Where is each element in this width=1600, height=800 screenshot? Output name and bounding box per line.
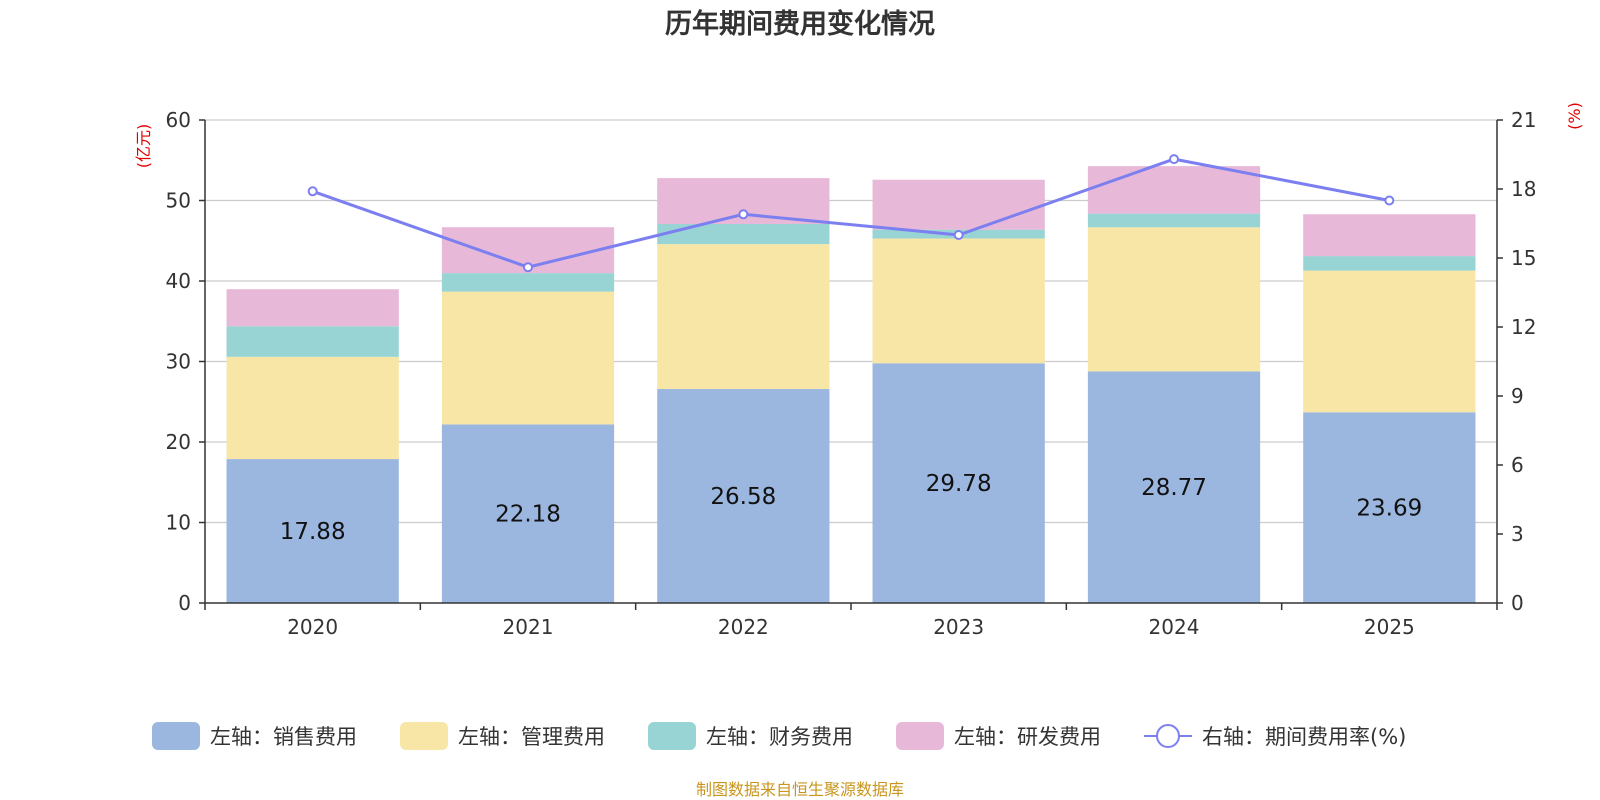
left-axis-unit: (亿元) [134,124,153,169]
legend-label: 左轴：管理费用 [458,725,605,749]
bar-segment [657,224,830,245]
rate-point [738,209,749,220]
bar-segment [441,291,615,425]
bar-value-label: 17.88 [280,519,346,545]
right-axis-tick-label: 9 [1511,384,1524,408]
left-axis-tick-label: 30 [166,350,191,374]
bar-segment [226,356,399,460]
bar-value-label: 26.58 [710,484,776,510]
legend-swatch [400,722,448,750]
bar-labels: 17.88 22.18 26.58 29.78 28.77 23.69 [280,471,1423,545]
axes: (亿元) (%) 0 10 20 30 40 50 60 0 3 6 9 12 15 18 21 2020 20… [134,102,1584,639]
legend-swatch [648,722,696,750]
bar-segment [226,289,399,327]
rate-point [1384,195,1395,206]
bar-segment [441,424,615,603]
right-axis-tick-label: 3 [1511,522,1524,546]
bar-segment [1303,412,1476,603]
right-axis-tick-label: 6 [1511,453,1524,477]
bar-segment [226,459,399,603]
bar-segment [872,238,1045,364]
legend-line-marker [1156,724,1180,748]
rate-line [312,157,1390,269]
source-note: 制图数据来自恒生聚源数据库 [696,780,904,799]
legend-label: 左轴：财务费用 [706,725,853,749]
legend-label: 左轴：销售费用 [210,725,357,749]
bar-value-label: 22.18 [495,502,561,528]
right-axis-unit: (%) [1565,102,1584,130]
bar-segment [226,326,399,357]
bar-series [226,166,1476,603]
left-axis-tick-label: 50 [166,189,191,213]
bar-segment [1087,166,1261,214]
rate-point [953,230,964,240]
bar-segment [657,244,830,390]
bar-segment [1087,227,1261,372]
left-axis-tick-label: 10 [166,511,191,535]
bar-segment [1303,270,1476,413]
rate-point [523,262,533,273]
bar-segment [1087,371,1261,603]
right-axis-tick-label: 15 [1511,246,1536,270]
bar-value-label: 23.69 [1356,496,1422,522]
x-axis-tick-label: 2025 [1364,615,1415,639]
bar-segment [657,389,830,603]
x-axis-tick-label: 2021 [503,615,554,639]
right-axis-tick-label: 18 [1511,177,1536,201]
x-axis-tick-label: 2022 [718,615,769,639]
rate-point [307,186,318,197]
x-axis-tick-label: 2020 [287,615,338,639]
bar-segment [441,273,615,292]
legend: 左轴：销售费用 左轴：管理费用 左轴：财务费用 左轴：研发费用 右轴：期间费用率(%) [152,722,1406,750]
legend-label: 左轴：研发费用 [954,725,1101,749]
bar-segment [872,179,1045,230]
legend-label: 右轴：期间费用率(%) [1202,725,1406,749]
legend-swatch [152,722,200,750]
bar-segment [1303,256,1476,271]
legend-swatch [896,722,944,750]
bar-value-label: 28.77 [1141,475,1207,501]
left-axis-tick-label: 20 [166,430,191,454]
rate-line-series [307,154,1395,273]
right-axis-tick-label: 21 [1511,108,1536,132]
left-axis-tick-label: 0 [178,591,191,615]
rate-point [1169,154,1179,165]
bar-segment [1087,213,1261,228]
x-axis-tick-label: 2023 [933,615,984,639]
left-axis-tick-label: 60 [166,108,191,132]
grid-lines [205,119,1497,524]
right-axis-tick-label: 12 [1511,315,1536,339]
right-axis-tick-label: 0 [1511,591,1524,615]
chart-title: 历年期间费用变化情况 [665,8,935,40]
bar-segment [1303,214,1476,257]
left-axis-tick-label: 40 [166,269,191,293]
x-axis-tick-label: 2024 [1149,615,1200,639]
bar-segment [872,363,1045,603]
bar-value-label: 29.78 [926,471,992,497]
